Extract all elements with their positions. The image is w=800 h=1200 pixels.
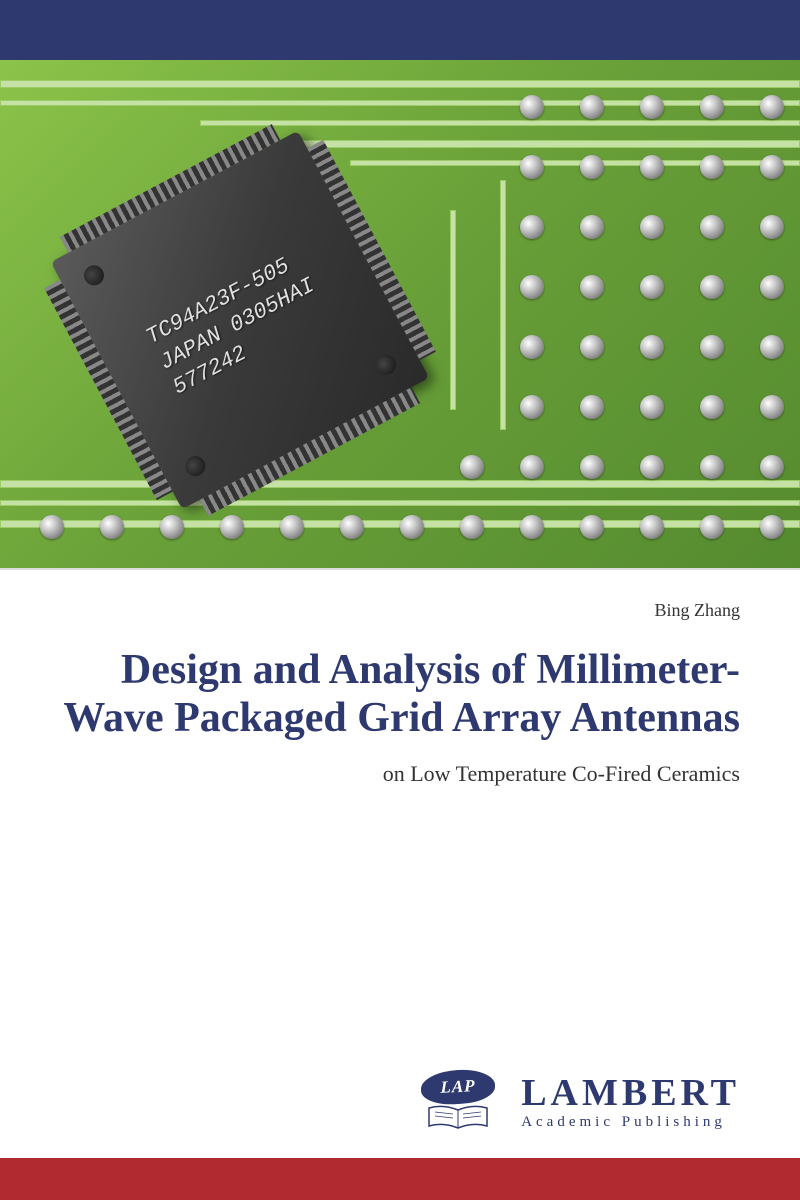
solder-point: [580, 275, 604, 299]
author-name: Bing Zhang: [60, 600, 740, 621]
solder-point: [520, 395, 544, 419]
solder-point: [640, 455, 664, 479]
solder-point: [340, 515, 364, 539]
top-navy-bar: [0, 0, 800, 60]
solder-point: [760, 395, 784, 419]
publisher-tagline: Academic Publishing: [521, 1114, 740, 1131]
solder-point: [580, 215, 604, 239]
pcb-trace: [450, 210, 456, 410]
solder-point: [280, 515, 304, 539]
solder-point: [100, 515, 124, 539]
publisher-brand: LAMBERT: [521, 1074, 740, 1112]
chip-orientation-dot: [182, 453, 209, 480]
chip-qfp: TC94A23F-505 JAPAN 0305HAI 577242: [51, 131, 430, 510]
publisher-text: LAMBERT Academic Publishing: [521, 1074, 740, 1131]
solder-point: [760, 215, 784, 239]
solder-point: [700, 275, 724, 299]
solder-point: [760, 335, 784, 359]
solder-point: [640, 215, 664, 239]
solder-point: [760, 275, 784, 299]
book-subtitle: on Low Temperature Co-Fired Ceramics: [60, 761, 740, 787]
solder-point: [520, 215, 544, 239]
solder-point: [220, 515, 244, 539]
pcb-trace: [0, 80, 800, 88]
solder-point: [640, 335, 664, 359]
chip-pins: [60, 124, 280, 253]
solder-point: [460, 515, 484, 539]
solder-point: [760, 95, 784, 119]
solder-point: [580, 455, 604, 479]
solder-point: [520, 335, 544, 359]
chip-orientation-dot: [80, 262, 107, 289]
publisher-logo-icon: LAP: [413, 1065, 503, 1140]
solder-point: [640, 275, 664, 299]
solder-point: [760, 515, 784, 539]
solder-point: [640, 155, 664, 179]
solder-point: [640, 515, 664, 539]
pcb-trace: [500, 180, 506, 430]
chip-pins: [44, 280, 173, 500]
solder-point: [520, 95, 544, 119]
solder-point: [520, 275, 544, 299]
solder-point: [580, 395, 604, 419]
solder-point: [520, 455, 544, 479]
solder-point: [700, 515, 724, 539]
solder-point: [700, 95, 724, 119]
solder-point: [700, 335, 724, 359]
solder-point: [640, 395, 664, 419]
chip-pins: [200, 387, 420, 516]
chip-marking: TC94A23F-505 JAPAN 0305HAI 577242: [142, 246, 334, 402]
solder-point: [580, 95, 604, 119]
solder-point: [700, 395, 724, 419]
solder-point: [400, 515, 424, 539]
pcb-trace: [200, 120, 800, 126]
pcb-trace: [0, 500, 800, 506]
solder-point: [40, 515, 64, 539]
publisher-block: LAP LAMBERT Academic Publishing: [413, 1065, 740, 1140]
open-book-icon: [427, 1104, 489, 1132]
solder-point: [460, 455, 484, 479]
chip-pins: [307, 140, 436, 360]
solder-point: [520, 515, 544, 539]
solder-point: [760, 455, 784, 479]
solder-point: [640, 95, 664, 119]
lap-banner: LAP: [421, 1068, 495, 1106]
solder-point: [700, 215, 724, 239]
pcb-trace: [350, 160, 800, 166]
solder-point: [580, 155, 604, 179]
bottom-red-bar: [0, 1158, 800, 1200]
pcb-trace: [0, 480, 800, 488]
solder-point: [160, 515, 184, 539]
solder-point: [580, 335, 604, 359]
solder-point: [760, 155, 784, 179]
pcb-trace: [300, 140, 800, 148]
pcb-trace: [0, 100, 800, 106]
hero-pcb-image: TC94A23F-505 JAPAN 0305HAI 577242: [0, 60, 800, 570]
chip-orientation-dot: [373, 351, 400, 378]
solder-point: [700, 455, 724, 479]
solder-point: [700, 155, 724, 179]
book-title: Design and Analysis of Millimeter-Wave P…: [60, 646, 740, 743]
content-area: Bing Zhang Design and Analysis of Millim…: [0, 570, 800, 787]
solder-point: [580, 515, 604, 539]
solder-point: [520, 155, 544, 179]
